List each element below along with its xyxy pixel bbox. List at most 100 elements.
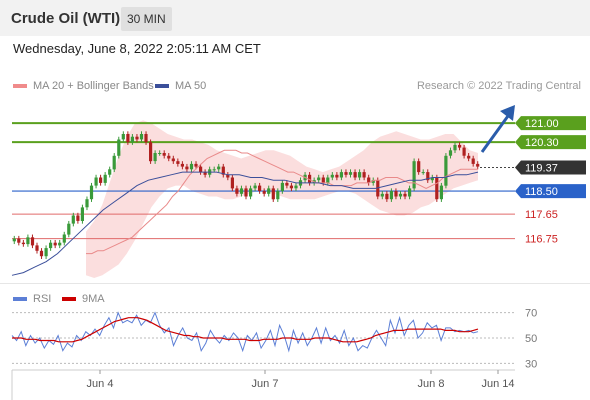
candle: [448, 150, 453, 156]
legend-rsi-label: RSI: [33, 293, 52, 305]
candle: [194, 163, 198, 167]
candle: [99, 177, 103, 183]
candle: [162, 153, 166, 156]
legend-ma50: MA 50: [155, 80, 206, 92]
rsi-ma-line: [12, 317, 479, 343]
candle: [389, 191, 393, 200]
candle: [35, 245, 39, 251]
candle: [271, 188, 275, 200]
candle: [471, 158, 475, 164]
candle: [12, 238, 16, 242]
level-label-2: 119.37: [525, 162, 558, 174]
level-label-3: 118.50: [525, 186, 558, 198]
candle: [339, 172, 343, 178]
candle: [412, 161, 416, 189]
candle: [294, 185, 298, 189]
candle: [476, 163, 480, 167]
candle: [321, 177, 325, 183]
candle: [253, 185, 257, 189]
level-tag-2: [515, 160, 586, 175]
candle: [235, 188, 239, 194]
panel-divider: [0, 283, 590, 284]
candle: [239, 188, 244, 194]
candle: [89, 185, 94, 200]
candle: [394, 191, 398, 197]
candle: [167, 155, 171, 159]
candle: [408, 188, 412, 197]
candle: [403, 193, 407, 197]
candle: [453, 144, 457, 151]
candle: [262, 191, 266, 194]
candle: [121, 134, 125, 140]
credit-label: Research © 2022 Trading Central: [416, 80, 581, 92]
candle: [289, 185, 293, 189]
ma50-line: [11, 171, 479, 276]
x-tick-label-0: Jun 4: [87, 378, 114, 390]
level-tag-0: [515, 116, 586, 131]
candle: [249, 188, 253, 197]
candle: [267, 188, 271, 194]
legend-9ma-label: 9MA: [82, 293, 105, 305]
candle: [139, 134, 144, 140]
candle: [49, 242, 53, 249]
candle: [230, 177, 234, 189]
candle: [217, 166, 221, 170]
legend-ma50-label: MA 50: [175, 80, 207, 92]
candle: [135, 136, 139, 140]
candle: [417, 161, 421, 173]
candle: [171, 158, 175, 162]
candle: [30, 237, 35, 246]
x-tick-label-3: Jun 14: [481, 378, 514, 390]
ma20-swatch-icon: [13, 84, 27, 89]
candle: [21, 242, 25, 245]
level-tag-3: [515, 184, 586, 199]
candle: [430, 177, 434, 181]
candle: [335, 174, 339, 178]
candle: [149, 142, 153, 162]
candle: [385, 193, 389, 200]
candle: [158, 153, 162, 154]
candle: [130, 136, 134, 143]
candle: [367, 177, 371, 183]
candle: [226, 174, 230, 178]
candle: [76, 215, 80, 221]
candle: [108, 169, 112, 175]
candle: [462, 147, 466, 156]
rsi-tick-label-0: 70: [525, 308, 537, 320]
candle: [80, 207, 84, 221]
candle: [353, 172, 357, 178]
candle: [199, 166, 203, 172]
candle: [280, 182, 284, 191]
candle: [358, 172, 362, 178]
candle: [426, 172, 430, 181]
timeframe-button[interactable]: 30 MIN: [121, 7, 172, 31]
candle: [308, 174, 312, 183]
forecast-arrow-head: [500, 105, 515, 121]
candle: [362, 172, 366, 178]
candle: [17, 238, 21, 243]
x-tick-label-1: Jun 7: [252, 378, 279, 390]
ma20-line: [86, 149, 478, 255]
candle: [326, 177, 330, 183]
datetime-label: Wednesday, June 8, 2022 2:05:11 AM CET: [13, 41, 261, 56]
bollinger-band: [86, 120, 478, 279]
candle: [221, 166, 225, 175]
candle: [189, 163, 194, 170]
candle: [371, 180, 375, 183]
x-tick-label-2: Jun 8: [418, 378, 445, 390]
candle: [103, 174, 107, 183]
candle: [185, 166, 189, 170]
candle: [444, 155, 448, 186]
candle: [348, 172, 353, 175]
rsi-swatch-icon: [13, 297, 27, 302]
legend-ma20-label: MA 20 + Bollinger Bands: [33, 80, 154, 92]
candle: [85, 199, 89, 208]
9ma-swatch-icon: [62, 297, 76, 302]
rsi-tick-label-1: 50: [525, 333, 537, 345]
candle: [53, 242, 57, 246]
candle: [44, 248, 48, 257]
instrument-title: Crude Oil (WTI): [11, 10, 121, 27]
ma50-swatch-icon: [155, 84, 169, 89]
candle: [112, 155, 116, 170]
candle: [126, 134, 130, 143]
